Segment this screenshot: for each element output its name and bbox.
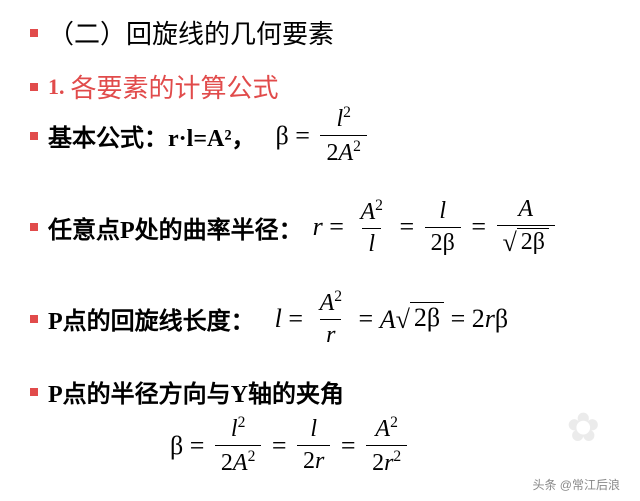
footer-source: 头条 @常江后浪 — [532, 476, 620, 493]
equals: = — [323, 212, 351, 242]
subheading-text: 各要素的计算公式 — [71, 68, 279, 105]
equals: = — [265, 431, 293, 461]
formula-radius: r = A2 l = l 2β = A √2β — [313, 196, 559, 258]
bullet-icon — [30, 83, 38, 91]
line-angle-formula: β = l2 2A2 = l 2r = A2 2r2 — [170, 414, 620, 477]
equals: = — [465, 212, 493, 242]
sqrt: √2β — [396, 302, 445, 333]
basic-formula-label: 基本公式：r·l=A²， — [48, 118, 256, 153]
fraction-1: l2 2A2 — [215, 414, 261, 477]
formula-length: l = A2 r = A√2β = 2rβ — [275, 288, 508, 349]
inline-formula: r·l=A²， — [168, 126, 256, 152]
sqrt: √2β — [503, 228, 550, 256]
bullet-icon — [30, 315, 38, 323]
equals: = — [183, 431, 211, 461]
formula-angle: β = l2 2A2 = l 2r = A2 2r2 — [170, 414, 411, 477]
heading-text: （二）回旋线的几何要素 — [48, 14, 334, 51]
fraction-2: l 2β — [425, 198, 461, 257]
bullet-icon — [30, 388, 38, 396]
subsection-heading: 1. 各要素的计算公式 — [30, 68, 620, 105]
line-spiral-length: P点的回旋线长度： l = A2 r = A√2β = 2rβ — [30, 288, 620, 349]
formula-beta-basic: β = l2 2A2 — [276, 104, 371, 167]
bullet-icon — [30, 223, 38, 231]
line-basic-formula: 基本公式：r·l=A²， β = l2 2A2 — [30, 104, 620, 167]
equals: = — [334, 431, 362, 461]
lhs: β — [170, 431, 183, 461]
numerator: l2 — [336, 106, 350, 132]
length-label: P点的回旋线长度： — [48, 301, 255, 336]
line-curvature-radius: 任意点P处的曲率半径： r = A2 l = l 2β = A √2β — [30, 196, 620, 258]
lhs: l — [275, 304, 282, 334]
term-3: 2rβ — [472, 304, 508, 334]
lhs: r — [313, 212, 323, 242]
fraction-2: l 2r — [297, 416, 330, 475]
angle-label: P点的半径方向与Y轴的夹角 — [48, 374, 344, 409]
subheading-number: 1. — [48, 74, 65, 100]
equals: = — [289, 121, 317, 151]
label-text: 基本公式： — [48, 126, 168, 152]
section-heading: （二）回旋线的几何要素 — [30, 14, 620, 51]
fraction-1: A2 l — [354, 197, 388, 258]
line-angle-label: P点的半径方向与Y轴的夹角 — [30, 374, 620, 409]
bullet-icon — [30, 29, 38, 37]
equals: = — [352, 304, 380, 334]
denominator: 2A2 — [326, 140, 360, 166]
term-2: A√2β — [380, 302, 444, 335]
fraction: l2 2A2 — [320, 104, 366, 167]
equals: = — [393, 212, 421, 242]
bullet-icon — [30, 132, 38, 140]
fraction-1: A2 r — [314, 288, 348, 349]
equals: = — [444, 304, 472, 334]
fraction-3: A2 2r2 — [366, 414, 407, 477]
equals: = — [282, 304, 310, 334]
lhs: β — [276, 121, 289, 151]
radius-label: 任意点P处的曲率半径： — [48, 210, 303, 245]
fraction-3: A √2β — [497, 196, 556, 258]
